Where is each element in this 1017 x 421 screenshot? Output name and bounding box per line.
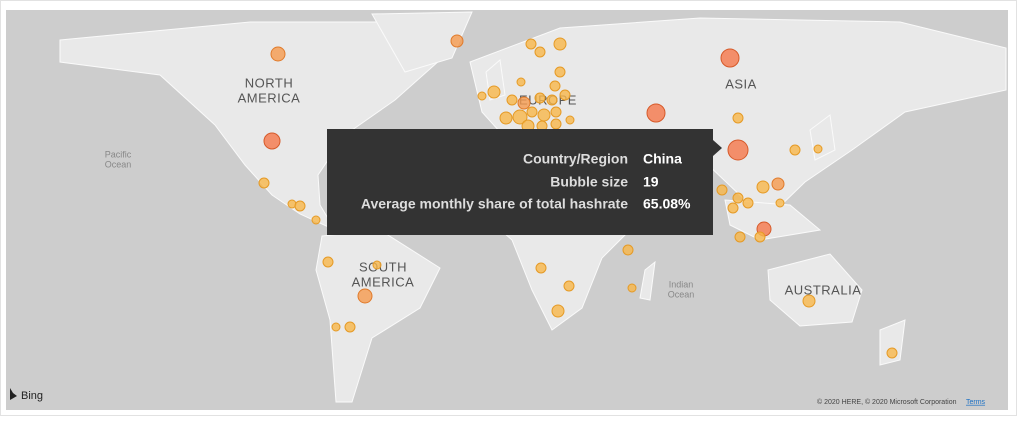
bubble[interactable] — [551, 304, 565, 318]
bubble[interactable] — [487, 85, 501, 99]
bubble[interactable] — [499, 111, 513, 125]
bubble[interactable] — [526, 106, 538, 118]
bubble[interactable] — [549, 80, 561, 92]
bubble[interactable] — [756, 180, 770, 194]
bing-logo — [10, 388, 17, 400]
continent-label: NORTH — [245, 75, 293, 90]
bubble[interactable] — [372, 260, 382, 270]
bubble[interactable] — [263, 132, 281, 150]
tooltip-value: China — [643, 151, 682, 167]
bubble[interactable] — [546, 94, 558, 106]
ocean-label: Ocean — [105, 159, 132, 169]
bubble[interactable] — [716, 184, 728, 196]
tooltip-value: 65.08% — [643, 196, 691, 212]
tooltip-label: Average monthly share of total hashrate — [361, 196, 628, 212]
bubble[interactable] — [553, 37, 567, 51]
bubble[interactable] — [802, 294, 816, 308]
ocean-label: Pacific — [105, 149, 132, 159]
bubble[interactable] — [270, 46, 286, 62]
bubble[interactable] — [646, 103, 666, 123]
tooltip-box — [327, 129, 713, 235]
bubble[interactable] — [311, 215, 321, 225]
tooltip: Country/Region China Bubble size 19 Aver… — [327, 129, 722, 235]
bubble[interactable] — [559, 89, 571, 101]
bubble[interactable] — [886, 347, 898, 359]
continent-label: AMERICA — [238, 90, 301, 105]
bubble[interactable] — [550, 118, 562, 130]
continent-label: AUSTRALIA — [785, 282, 862, 297]
bubble[interactable] — [512, 109, 528, 125]
bubble[interactable] — [627, 283, 637, 293]
bubble[interactable] — [727, 139, 749, 161]
bubble[interactable] — [477, 91, 487, 101]
bubble[interactable] — [535, 262, 547, 274]
bubble[interactable] — [550, 106, 562, 118]
tooltip-label: Country/Region — [523, 151, 628, 167]
continent-label: ASIA — [725, 76, 757, 91]
bubble[interactable] — [775, 198, 785, 208]
bubble[interactable] — [727, 202, 739, 214]
bubble[interactable] — [534, 92, 546, 104]
bubble[interactable] — [450, 34, 464, 48]
bubble[interactable] — [344, 321, 356, 333]
bubble[interactable] — [732, 112, 744, 124]
continent-label: SOUTH — [359, 259, 407, 274]
bubble[interactable] — [294, 200, 306, 212]
bubble[interactable] — [789, 144, 801, 156]
bing-label: Bing — [21, 390, 43, 402]
bubble[interactable] — [732, 192, 744, 204]
bubble[interactable] — [506, 94, 518, 106]
bubble[interactable] — [322, 256, 334, 268]
terms-link[interactable]: Terms — [966, 399, 986, 406]
bubble[interactable] — [734, 231, 746, 243]
bubble[interactable] — [534, 46, 546, 58]
bubble[interactable] — [563, 280, 575, 292]
bubble[interactable] — [537, 108, 551, 122]
bubble[interactable] — [813, 144, 823, 154]
bubble[interactable] — [554, 66, 566, 78]
bubbles — [258, 34, 898, 359]
bubble[interactable] — [517, 96, 531, 110]
ocean-label: Indian — [669, 279, 694, 289]
tooltip-pointer — [713, 140, 722, 156]
tooltip-label: Bubble size — [550, 174, 628, 190]
ocean-label: Ocean — [668, 289, 695, 299]
bubble[interactable] — [258, 177, 270, 189]
bubble[interactable] — [516, 77, 526, 87]
bubble[interactable] — [525, 38, 537, 50]
bubble[interactable] — [331, 322, 341, 332]
bubble[interactable] — [771, 177, 785, 191]
bubble[interactable] — [742, 197, 754, 209]
bubble[interactable] — [720, 48, 740, 68]
tooltip-value: 19 — [643, 174, 659, 190]
bubble[interactable] — [754, 231, 766, 243]
bubble[interactable] — [565, 115, 575, 125]
continent-label: AMERICA — [352, 274, 415, 289]
bubble[interactable] — [357, 288, 373, 304]
copyright: © 2020 HERE, © 2020 Microsoft Corporatio… — [817, 398, 957, 406]
bubble[interactable] — [622, 244, 634, 256]
